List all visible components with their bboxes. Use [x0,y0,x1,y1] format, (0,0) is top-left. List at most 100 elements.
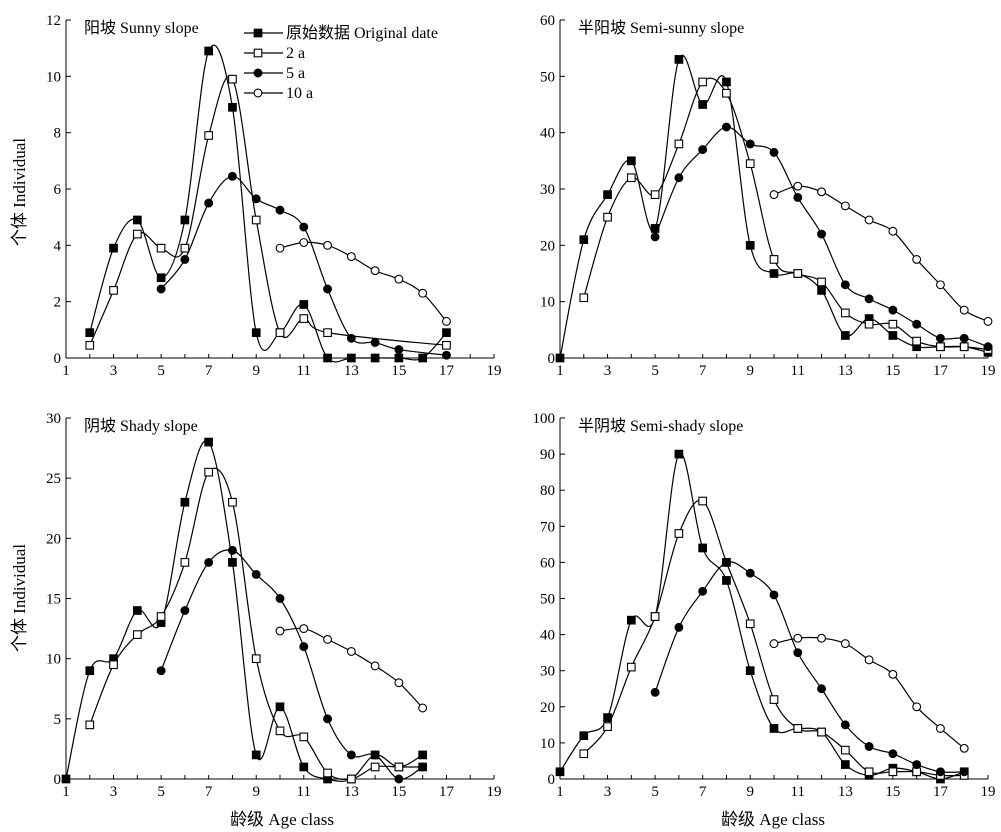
y-tick-label: 30 [540,664,555,680]
data-point [323,714,333,724]
data-point [745,139,755,149]
x-tick-label: 3 [604,363,612,379]
data-point [769,695,779,704]
data-point [323,328,332,338]
data-point [935,767,945,777]
data-point [864,655,874,665]
data-point [555,767,565,777]
data-point [721,557,731,567]
x-tick-label: 13 [838,363,853,379]
series-line [560,452,965,780]
y-tick-label: 20 [46,531,61,547]
data-point [769,269,779,278]
data-point [579,731,589,741]
data-point [817,727,826,737]
x-tick-label: 19 [487,363,502,379]
y-tick-label: 50 [540,592,555,608]
panel-title: 半阴坡 Semi-shady slope [578,417,743,435]
data-point [180,497,190,507]
series-5-a [650,557,969,777]
x-tick-label: 5 [651,363,659,379]
y-tick-label: 4 [54,238,62,254]
y-tick-label: 6 [54,182,62,198]
panel-title: 阴坡 Shady slope [84,417,198,435]
y-tick-label: 2 [54,295,62,311]
data-point [227,545,237,555]
legend-entry-2-a: 2 a [244,45,305,62]
data-point [370,266,380,276]
x-tick-label: 11 [791,784,805,800]
series-line [279,241,447,322]
data-point [346,750,356,760]
data-point [370,750,380,760]
series-10-a [275,624,428,713]
data-point [275,205,285,215]
data-point [698,145,708,155]
data-point [888,305,898,315]
data-point [888,749,898,759]
x-tick-label: 3 [604,784,612,800]
data-point [793,181,803,191]
data-point [442,340,451,350]
data-point [442,328,451,338]
x-tick-label: 17 [439,784,455,800]
data-point [109,286,118,295]
data-point [674,139,684,149]
series-5-a [650,122,993,352]
data-point [251,194,261,204]
data-point [346,774,356,784]
series-line [89,467,423,781]
data-point [674,529,684,538]
series-line [583,77,989,351]
data-point [299,762,309,772]
data-point [346,252,356,262]
y-tick-label: 10 [46,69,61,85]
data-point [840,720,850,730]
data-point [323,284,333,294]
x-tick-label: 15 [391,784,406,800]
data-point [156,612,166,621]
data-point [323,240,333,250]
x-axis-title-left: 龄级 Age class [230,810,334,829]
data-point [579,749,589,759]
y-tick-label: 30 [540,182,555,198]
data-point [840,639,850,649]
y-tick-label: 80 [540,483,555,499]
data-point [204,437,214,447]
legend-label: 原始数据 Original date [286,24,438,42]
data-point [394,678,404,688]
data-point [864,742,874,751]
data-point [370,762,380,772]
x-tick-label: 17 [439,363,455,379]
data-point [674,449,684,459]
x-tick-label: 9 [252,363,260,379]
data-point [864,767,874,777]
series-line [89,75,447,346]
data-point [275,594,285,603]
data-point [251,328,261,338]
data-point [180,254,190,264]
y-tick-label: 8 [54,126,62,142]
data-point [441,316,451,326]
data-point [132,606,142,615]
legend-entry-5-a: 5 a [244,65,305,82]
data-point [745,619,755,629]
y-tick-label: 60 [540,555,555,571]
data-point [132,630,142,639]
x-axis-title-right: 龄级 Age class [721,810,825,829]
data-point [156,284,166,294]
data-point [936,342,945,352]
x-tick-label: 5 [157,784,165,800]
data-point [769,639,779,649]
data-point [840,308,850,318]
x-tick-label: 1 [62,784,70,800]
x-tick-label: 19 [981,784,996,800]
data-point [721,122,731,132]
data-point [769,590,779,600]
series-5-a [156,171,451,360]
data-point [180,243,190,253]
data-point [817,633,827,643]
data-point [840,745,850,755]
x-tick-label: 15 [885,363,900,379]
